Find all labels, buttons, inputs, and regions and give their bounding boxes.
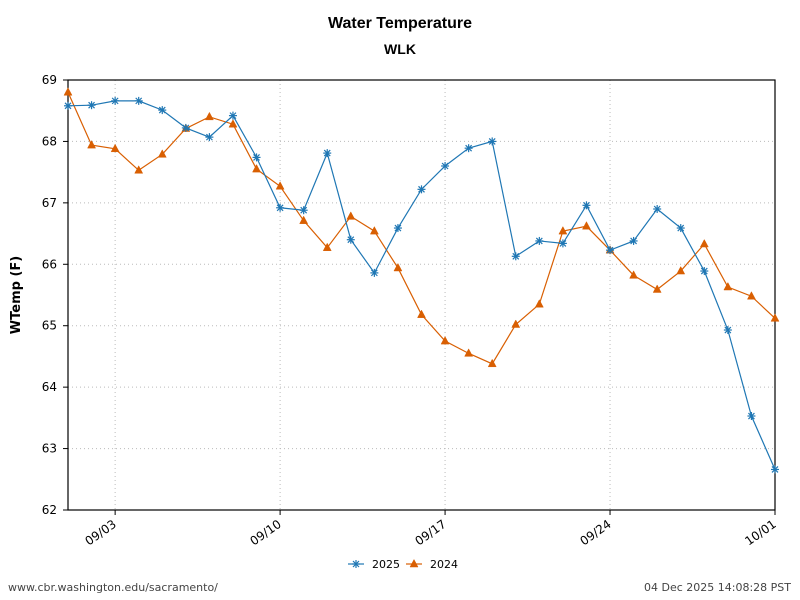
data-point — [606, 246, 615, 255]
data-point — [770, 313, 780, 322]
data-point — [699, 238, 709, 248]
data-point — [629, 270, 639, 279]
data-point — [110, 143, 120, 153]
data-point — [64, 101, 72, 110]
data-point — [393, 262, 403, 272]
data-point — [346, 235, 355, 244]
data-point — [205, 133, 214, 142]
data-point — [63, 87, 73, 96]
series-line-2024 — [67, 92, 776, 365]
data-point — [299, 215, 309, 224]
data-point — [369, 226, 379, 235]
x-tick-label: 09/17 — [412, 517, 448, 548]
data-point — [464, 348, 474, 357]
data-point — [181, 123, 190, 132]
timestamp: 04 Dec 2025 14:08:28 PST — [643, 581, 791, 594]
data-point — [723, 281, 733, 291]
data-point — [653, 205, 662, 213]
data-point — [488, 137, 497, 146]
data-point — [417, 185, 426, 194]
data-point — [535, 236, 544, 245]
data-point — [676, 266, 686, 275]
y-tick-label: 66 — [42, 257, 57, 271]
axes: 62 63 64 65 66 67 68 69 09/03 09/10 09/17 09/24 10/0… — [9, 73, 779, 548]
data-point — [441, 162, 450, 170]
chart-subtitle: WLK — [384, 41, 416, 57]
data-point — [87, 140, 96, 149]
data-point — [440, 336, 450, 345]
data-point — [700, 267, 709, 276]
data-point — [676, 224, 685, 233]
x-tick-label: 09/24 — [577, 517, 613, 548]
data-point — [747, 291, 756, 300]
data-point — [511, 252, 520, 261]
data-point — [111, 96, 120, 105]
data-point — [158, 106, 167, 115]
legend-label-2025: 2025 — [372, 558, 400, 571]
data-point — [228, 119, 238, 128]
source-url-link[interactable]: www.cbr.washington.edu/sacramento/ — [8, 581, 218, 594]
data-point — [228, 111, 237, 120]
data-point — [322, 242, 332, 251]
y-axis-label: WTemp (F) — [9, 256, 24, 334]
chart-title: Water Temperature — [327, 15, 473, 32]
plot-frame — [67, 79, 776, 511]
data-point — [558, 226, 568, 235]
data-point — [299, 206, 308, 215]
data-point — [87, 101, 96, 110]
y-tick-label: 62 — [42, 503, 57, 517]
x-tick-label: 09/03 — [82, 517, 118, 548]
data-point — [652, 284, 662, 293]
data-point — [157, 149, 167, 158]
data-point — [204, 111, 214, 121]
legend-label-2024: 2024 — [430, 558, 458, 571]
y-tick-label: 63 — [42, 442, 57, 456]
data-point — [417, 309, 426, 318]
data-point — [723, 326, 732, 335]
y-tick-label: 67 — [42, 196, 57, 210]
y-tick-label: 65 — [42, 319, 57, 333]
data-point — [352, 560, 360, 568]
legend: 2025 2024 — [348, 558, 458, 571]
data-point — [252, 153, 261, 162]
data-point — [275, 181, 285, 190]
data-point — [134, 96, 143, 105]
data-point — [323, 149, 332, 158]
x-tick-label: 10/01 — [742, 517, 778, 548]
data-point — [252, 164, 261, 173]
y-tick-label: 64 — [42, 380, 57, 394]
data-point — [464, 144, 473, 153]
data-point — [276, 203, 285, 212]
data-point — [558, 239, 567, 248]
data-point — [134, 165, 144, 174]
x-tick-label: 09/10 — [247, 517, 283, 548]
data-point — [534, 299, 544, 308]
series-line-2025 — [67, 100, 776, 470]
data-point — [370, 268, 379, 277]
data-point — [747, 412, 756, 421]
data-point — [629, 236, 638, 245]
series-layer — [63, 87, 780, 474]
data-point — [487, 358, 497, 368]
data-point — [511, 319, 521, 328]
series-2025 — [64, 96, 779, 474]
y-tick-label: 68 — [42, 134, 57, 148]
series-2024 — [63, 87, 780, 368]
data-point — [393, 224, 402, 233]
grid-lines — [68, 80, 775, 510]
data-point — [582, 201, 591, 210]
data-point — [582, 221, 591, 230]
data-point — [771, 465, 779, 474]
y-tick-label: 69 — [42, 73, 57, 87]
data-point — [346, 211, 356, 220]
data-point — [409, 558, 419, 568]
